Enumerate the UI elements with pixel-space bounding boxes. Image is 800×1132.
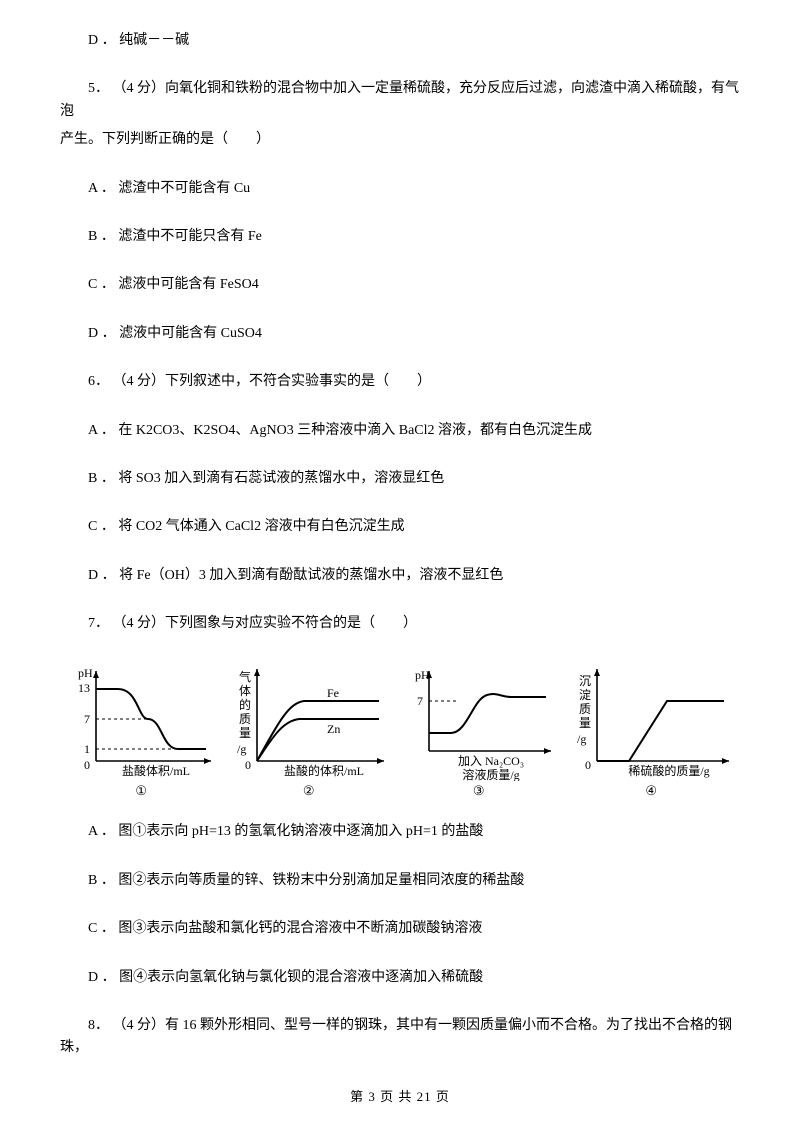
chart-3-xlabel1: 加入 Na₂CO₃ [458,754,524,768]
chart-2-yl6: /g [237,742,246,756]
q5-option-d: D ． 滤液中可能含有 CuSO4 [60,323,740,345]
q5-option-b: B ． 滤渣中不可能只含有 Fe [60,226,740,248]
chart-2-yl5: 量 [239,726,251,740]
chart-4-svg: 0 沉 淀 质 量 /g 稀硫酸的质量/g [569,661,734,781]
q6-option-a: A ． 在 K2CO3、K2SO4、AgNO3 三种溶液中滴入 BaCl2 溶液… [60,420,740,442]
chart-3-ymid: 7 [417,694,423,708]
chart-1-ybot: 1 [84,742,90,756]
chart-4: 0 沉 淀 质 量 /g 稀硫酸的质量/g ④ [569,661,734,799]
chart-2-fe: Fe [327,686,339,700]
charts-row: 13 7 1 0 pH 盐酸体积/mL ① [60,661,740,799]
chart-1-zero: 0 [84,758,90,772]
chart-4-zero: 0 [585,758,591,772]
chart-1-ymid: 7 [84,712,90,726]
chart-2-yl3: 的 [239,697,251,712]
q7-option-b: B ． 图②表示向等质量的锌、铁粉末中分别滴加足量相同浓度的稀盐酸 [60,870,740,892]
q7-option-a: A ． 图①表示向 pH=13 的氢氧化钠溶液中逐滴加入 pH=1 的盐酸 [60,821,740,843]
page-footer: 第 3 页 共 21 页 [60,1086,740,1105]
chart-1-xlabel: 盐酸体积/mL [122,763,190,778]
chart-3-xlabel2: 溶液质量/g [463,767,520,781]
chart-3-tag: ③ [473,783,485,799]
q5-stem-line1: 5． （4 分）向氧化铜和铁粉的混合物中加入一定量稀硫酸，充分反应后过滤，向滤渣… [60,78,740,123]
q8-stem: 8． （4 分）有 16 颗外形相同、型号一样的钢珠，其中有一颗因质量偏小而不合… [60,1015,740,1060]
chart-1-ylabel: pH [78,666,93,680]
chart-2-svg: 0 气 体 的 质 量 /g Fe Zn 盐酸的体积/mL [229,661,389,781]
q7-stem: 7． （4 分）下列图象与对应实验不符合的是（ ） [60,613,740,635]
chart-3: 7 pH 加入 Na₂CO₃ 溶液质量/g ③ [401,661,556,799]
chart-4-yl5: /g [577,732,586,746]
chart-4-yl1: 沉 [579,674,591,688]
chart-1-tag: ① [135,783,147,799]
q5-stem-line2: 产生。下列判断正确的是（ ） [60,129,740,151]
q5-option-c: C ． 滤液中可能含有 FeSO4 [60,274,740,296]
chart-1: 13 7 1 0 pH 盐酸体积/mL ① [66,661,216,799]
chart-3-svg: 7 pH 加入 Na₂CO₃ 溶液质量/g [401,661,556,781]
chart-2-yl1: 气 [239,669,251,684]
chart-4-yl2: 淀 [579,688,591,702]
q6-option-b: B ． 将 SO3 加入到滴有石蕊试液的蒸馏水中，溶液显红色 [60,468,740,490]
q4-option-d: D ． 纯碱－－碱 [60,30,740,52]
chart-2-zero: 0 [245,758,251,772]
chart-4-yl3: 质 [579,702,591,716]
q7-option-c: C ． 图③表示向盐酸和氯化钙的混合溶液中不断滴加碳酸钠溶液 [60,918,740,940]
chart-4-tag: ④ [645,783,657,799]
q6-stem: 6． （4 分）下列叙述中，不符合实验事实的是（ ） [60,371,740,393]
chart-3-ylabel: pH [415,668,430,682]
chart-2-yl4: 质 [239,712,251,726]
chart-2-zn: Zn [327,722,340,736]
chart-4-yl4: 量 [579,716,591,730]
q6-option-d: D ． 将 Fe（OH）3 加入到滴有酚酞试液的蒸馏水中，溶液不显红色 [60,565,740,587]
chart-4-xlabel: 稀硫酸的质量/g [628,763,709,778]
chart-2-yl2: 体 [239,684,251,698]
page: D ． 纯碱－－碱 5． （4 分）向氧化铜和铁粉的混合物中加入一定量稀硫酸，充… [0,0,800,1125]
q6-option-c: C ． 将 CO2 气体通入 CaCl2 溶液中有白色沉淀生成 [60,516,740,538]
chart-2: 0 气 体 的 质 量 /g Fe Zn 盐酸的体积/mL ② [229,661,389,799]
chart-2-tag: ② [303,783,315,799]
chart-1-ytop: 13 [78,681,90,695]
q7-option-d: D ． 图④表示向氢氧化钠与氯化钡的混合溶液中逐滴加入稀硫酸 [60,967,740,989]
chart-1-svg: 13 7 1 0 pH 盐酸体积/mL [66,661,216,781]
chart-2-xlabel: 盐酸的体积/mL [284,763,364,778]
q5-option-a: A ． 滤渣中不可能含有 Cu [60,178,740,200]
